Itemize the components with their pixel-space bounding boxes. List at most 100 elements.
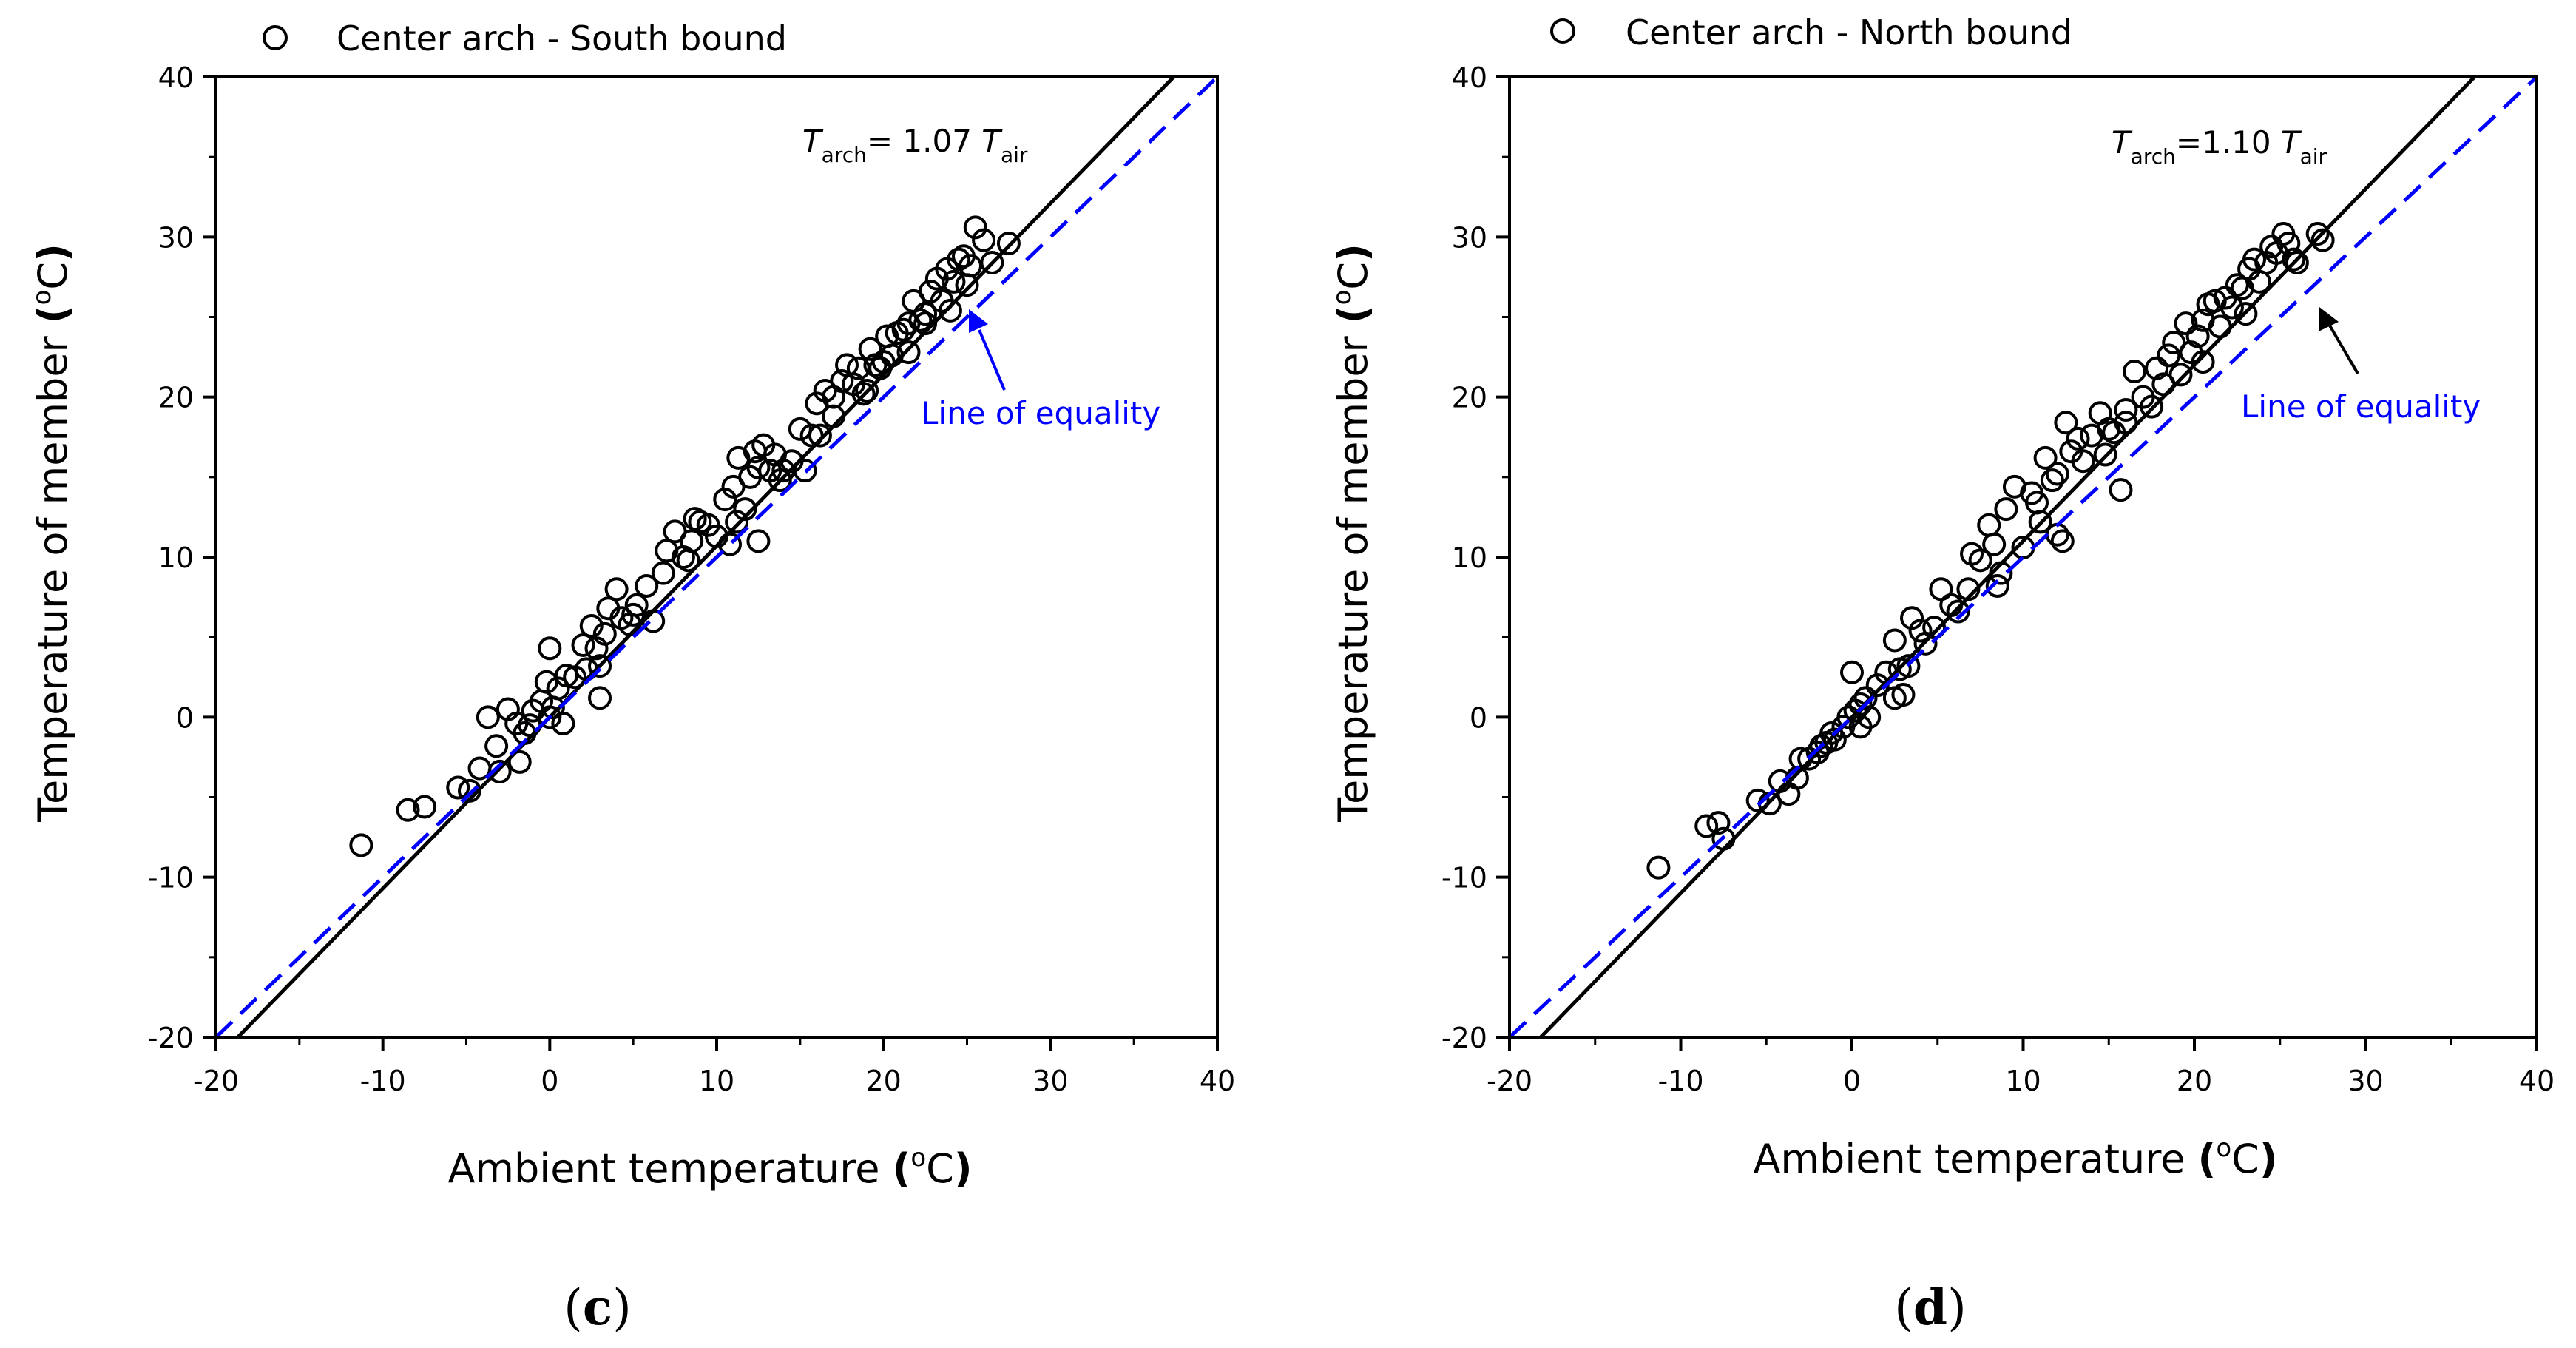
panel-d-x-tick-label: 40	[2519, 1065, 2555, 1097]
panel-d-data-point	[2028, 510, 2052, 534]
panel-c-data-point	[546, 676, 570, 701]
panel-c-data-point	[487, 759, 512, 783]
panel-d-plot-frame	[1508, 75, 2538, 1039]
panel-c-data-point	[446, 775, 470, 800]
panel-d-data-point	[2259, 235, 2284, 259]
panel-d-data-point	[2310, 228, 2335, 252]
panel-c-data-point	[733, 497, 757, 522]
panel-d-data-point	[2305, 222, 2330, 246]
panel-c-legend-marker	[263, 25, 288, 50]
panel-d-data-point	[2093, 442, 2117, 467]
panel-d-x-tick-label: 20	[2177, 1065, 2212, 1097]
panel-c-x-axis-title: Ambient temperature (oC)	[447, 1143, 972, 1192]
panel-d-x-tick-label: -20	[1487, 1065, 1532, 1097]
panel-c: -20 -10 0 10 20 30 40 -20 -10 0 10 20 30 40 Center ar…	[27, 18, 1235, 1336]
panel-d-y-title-open: (	[1330, 305, 1376, 323]
panel-c-fit-sub-arch: arch	[822, 143, 867, 167]
panel-d: -20 -10 0 10 20 30 40 -20 -10 0 10 20 30 40 Center ar…	[1328, 13, 2555, 1336]
panel-c-data-point	[579, 614, 604, 638]
panel-c-data-point	[955, 273, 979, 297]
panel-c-x-tick-label: 30	[1032, 1065, 1068, 1097]
panel-c-equality-line	[214, 75, 1219, 1039]
panel-d-y-tick-label: 20	[1452, 382, 1487, 414]
panel-c-x-tick-label: 20	[865, 1065, 901, 1097]
panel-c-data-point	[538, 705, 562, 729]
panel-c-y-tick-label: -10	[148, 862, 194, 894]
panel-c-data-point	[972, 228, 996, 252]
panel-d-tag: (d)	[1894, 1278, 1967, 1336]
panel-d-data-point	[2045, 522, 2069, 547]
panel-d-y-tick-label: 10	[1452, 542, 1487, 574]
panel-d-data-point	[1694, 814, 1719, 838]
panel-c-y-title-degree: o	[27, 290, 57, 306]
panel-d-equality-arrow	[2328, 324, 2359, 375]
panel-d-data-point	[1946, 599, 1970, 624]
panel-c-data-point	[538, 636, 562, 661]
panel-d-data-point	[2234, 302, 2258, 326]
panel-d-data-point	[2282, 247, 2306, 272]
panel-d-data-point	[2174, 311, 2198, 336]
panel-d-data-point	[2157, 343, 2181, 368]
panel-c-legend-label: Center arch - South bound	[337, 18, 787, 58]
panel-c-y-tick-label: 30	[158, 221, 194, 254]
panel-d-data-point	[2071, 449, 2095, 474]
panel-c-data-point	[768, 468, 792, 493]
panel-c-data-point	[507, 749, 532, 774]
panel-d-data-point	[1982, 532, 2007, 556]
panel-d-data-point	[2225, 273, 2249, 297]
panel-c-data-point	[680, 529, 704, 553]
panel-d-y-tick-label: 30	[1452, 221, 1487, 254]
panel-d-fit-mid: =1.10	[2176, 124, 2281, 161]
panel-c-tag-letter: c	[583, 1278, 612, 1336]
panel-c-x-title-main: Ambient temperature	[447, 1145, 892, 1192]
panel-c-y-tick-label: 0	[176, 701, 194, 734]
panel-c-data-point	[913, 302, 938, 326]
panel-c-y-tick-label: 10	[158, 542, 194, 574]
panel-d-x-title-unit: C	[2231, 1136, 2259, 1182]
panel-c-data-point	[349, 833, 373, 857]
panel-c-y-title-close: )	[30, 243, 76, 262]
panel-c-data-point	[588, 686, 612, 710]
panel-d-data-point	[2109, 478, 2133, 502]
panel-c-x-title-close: )	[954, 1145, 973, 1192]
panel-c-tag: (c)	[564, 1278, 632, 1336]
panel-c-data-point	[476, 705, 500, 729]
panel-d-data-point	[2033, 445, 2058, 470]
panel-c-data-point	[793, 459, 817, 483]
panel-d-tag-letter: d	[1913, 1278, 1947, 1336]
panel-c-data-point	[947, 247, 971, 272]
panel-d-y-tick-label: 40	[1452, 61, 1487, 94]
panel-d-fit-sub-arch: arch	[2131, 144, 2176, 169]
panel-c-data-point	[996, 231, 1021, 255]
panel-d-y-axis-title: Temperature of member (oC)	[1328, 243, 1376, 823]
panel-d-tag-open: (	[1894, 1279, 1913, 1336]
panel-c-data-point	[551, 711, 575, 735]
panel-c-data-point	[396, 798, 420, 822]
panel-d-data-point	[2145, 356, 2169, 380]
panel-d-fit-line	[1539, 75, 2476, 1039]
panel-d-data-point	[1646, 855, 1671, 880]
panel-c-data-point	[808, 423, 832, 448]
panel-c-data-point	[592, 621, 617, 646]
panel-d-x-tick-label: 30	[2347, 1065, 2383, 1097]
panel-d-data-point	[1882, 628, 1907, 653]
panel-c-fit-line	[236, 75, 1175, 1039]
panel-c-data-point	[896, 340, 921, 365]
panel-c-data-point	[908, 308, 933, 332]
panel-d-data-point	[2140, 394, 2164, 419]
panel-c-x-title-unit: C	[926, 1145, 954, 1192]
panel-d-y-title-close: )	[1330, 243, 1376, 262]
panel-d-data-point	[2088, 401, 2112, 425]
panel-c-data-point	[746, 455, 771, 479]
panel-d-data-point	[2285, 250, 2309, 274]
panel-c-equality-arrowhead	[969, 309, 988, 333]
panel-d-tag-close: )	[1947, 1279, 1967, 1336]
panel-c-data-point	[621, 602, 646, 627]
panel-d-data-point	[2191, 350, 2215, 374]
panel-c-tag-close: )	[612, 1279, 632, 1336]
panel-c-data-point	[651, 561, 675, 585]
panel-d-fit-t: T	[2112, 124, 2133, 161]
panel-d-x-title-degree: o	[2216, 1133, 2231, 1163]
panel-d-data-point	[2185, 324, 2210, 348]
panel-c-data-point	[938, 298, 962, 323]
